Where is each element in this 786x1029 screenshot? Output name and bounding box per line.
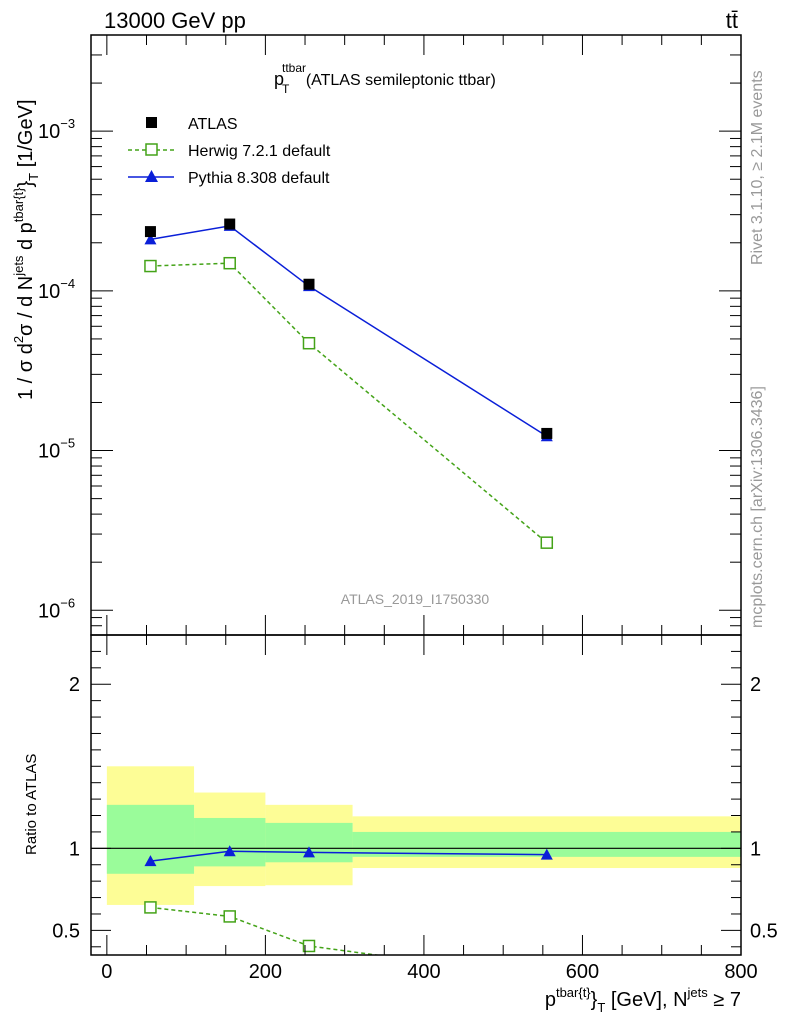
side-label-mcplots: mcplots.cern.ch [arXiv:1306.3436] xyxy=(749,386,766,628)
ratio-y-tick-label-left: 0.5 xyxy=(52,920,80,942)
point-atlas xyxy=(541,427,553,439)
side-label-rivet: Rivet 3.1.10, ≥ 2.1M events xyxy=(749,70,766,265)
main-y-tick-label: 10−6 xyxy=(38,595,75,622)
x-tick-label: 200 xyxy=(249,961,282,983)
x-tick-label: 600 xyxy=(566,961,599,983)
series-line-pythia xyxy=(150,225,548,437)
main-y-tick-label: 10−4 xyxy=(38,276,75,303)
ratio-point-pythia xyxy=(223,845,236,857)
ratio-panel: 0.5 0.5 1 1 2 2 0 200 400 600 800 Ratio to ATLAS p… xyxy=(23,634,778,1015)
legend-item-herwig: Herwig 7.2.1 default xyxy=(128,143,331,160)
point-herwig xyxy=(144,259,157,273)
legend-item-pythia: Pythia 8.308 default xyxy=(128,170,330,187)
legend-label-atlas: ATLAS xyxy=(188,116,238,133)
point-herwig xyxy=(223,256,236,270)
ratio-point-pythia xyxy=(302,846,315,858)
ratio-y-tick-label-left: 2 xyxy=(69,674,80,696)
header-right: tt̄ xyxy=(726,8,738,33)
main-y-axis-label: 1 / σ d2σ / d Njets d ptbar{t}}T [1/GeV] xyxy=(11,99,41,400)
legend-item-atlas: ATLAS xyxy=(146,116,238,133)
point-atlas xyxy=(144,226,156,238)
point-pythia xyxy=(144,233,157,245)
legend-marker-herwig xyxy=(145,143,158,156)
legend-marker-atlas xyxy=(146,117,157,128)
ratio-y-axis-label: Ratio to ATLAS xyxy=(23,754,40,855)
legend: ATLAS Herwig 7.2.1 default Pythia 8.308 … xyxy=(128,116,331,187)
svg-text:1 / σ d2σ / d Njets d ptbar{t}: 1 / σ d2σ / d Njets d ptbar{t}}T [1/GeV] xyxy=(11,99,41,400)
legend-label-pythia: Pythia 8.308 default xyxy=(188,170,330,187)
point-atlas xyxy=(303,278,315,290)
x-tick-label: 0 xyxy=(101,961,112,983)
watermark: ATLAS_2019_I1750330 xyxy=(341,591,490,607)
ratio-point-pythia xyxy=(144,855,157,867)
ratio-point-herwig xyxy=(541,972,552,983)
ratio-line-pythia xyxy=(150,850,547,862)
ratio-line-herwig xyxy=(150,906,382,955)
point-herwig xyxy=(302,336,316,350)
x-tick-label: 400 xyxy=(407,961,440,983)
point-atlas xyxy=(224,218,236,230)
ratio-point-herwig xyxy=(223,910,236,923)
ratio-point-herwig xyxy=(144,901,157,914)
ratio-point-pythia xyxy=(540,848,553,860)
main-panel: 10−6 10−5 10−4 10−3 pttbar T (ATLAS semilept… xyxy=(11,34,742,636)
legend-marker-pythia xyxy=(145,170,158,182)
ratio-y-tick-label-right: 0.5 xyxy=(750,920,778,942)
ratio-band-inner xyxy=(194,817,266,867)
point-herwig xyxy=(540,536,554,549)
ratio-y-tick-label-right: 2 xyxy=(750,674,761,696)
main-title: pttbar T (ATLAS semileptonic ttbar) xyxy=(274,61,496,96)
legend-label-herwig: Herwig 7.2.1 default xyxy=(188,143,331,160)
main-y-tick-label: 10−5 xyxy=(38,436,75,463)
main-y-tick-label: 10−3 xyxy=(38,116,75,143)
ratio-y-tick-label-right: 1 xyxy=(750,838,761,860)
ratio-point-herwig xyxy=(302,939,316,953)
ratio-frame xyxy=(90,634,742,956)
ratio-y-tick-label-left: 1 xyxy=(69,838,80,860)
header-left: 13000 GeV pp xyxy=(104,8,246,33)
x-axis-label: ptbar{t}}T [GeV], Njets ≥ 7 xyxy=(545,985,741,1015)
series-line-herwig xyxy=(150,262,548,544)
x-tick-label: 800 xyxy=(724,961,757,983)
